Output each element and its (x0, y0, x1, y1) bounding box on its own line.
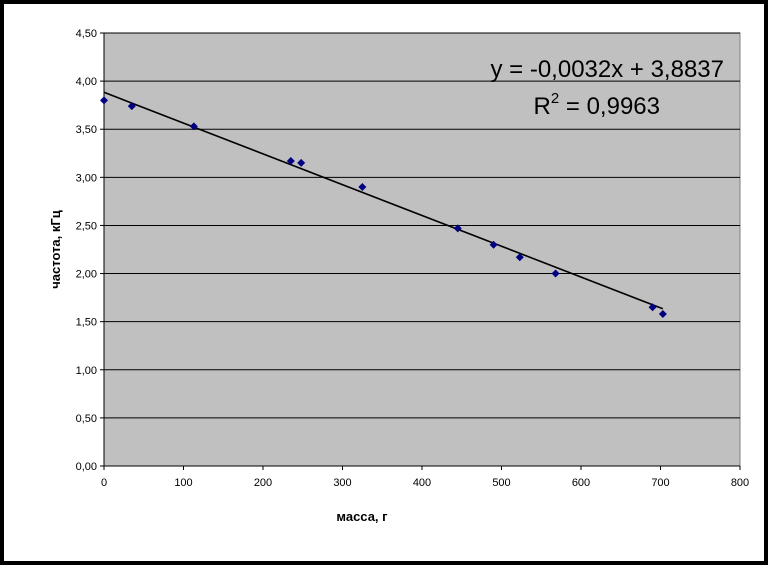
r-squared-base: R (534, 93, 551, 120)
data-point (127, 102, 136, 111)
y-tick-label: 0,00 (76, 461, 97, 473)
y-tick-labels: 0,00 0,50 1,00 1,50 2,00 2,50 3,00 3,50 4,00 4,50 (76, 28, 104, 473)
r-squared-label: R2 = 0,9963 (534, 90, 660, 120)
y-tick-label: 1,00 (76, 365, 97, 377)
gridlines (104, 32, 740, 419)
y-tick-label: 3,00 (76, 172, 97, 184)
y-tick-label: 1,50 (76, 317, 97, 329)
data-point (489, 240, 498, 249)
x-tick-label: 500 (492, 477, 510, 489)
y-tick-label: 3,50 (76, 124, 97, 136)
data-point (551, 269, 560, 278)
x-tick-label: 400 (413, 477, 431, 489)
data-point (515, 253, 524, 262)
data-point (189, 122, 198, 131)
y-tick-label: 4,00 (76, 76, 97, 88)
y-tick-label: 2,00 (76, 269, 97, 281)
r-squared-value: = 0,9963 (559, 93, 660, 120)
data-point (648, 303, 657, 312)
x-tick-label: 300 (333, 477, 351, 489)
x-tick-label: 700 (651, 477, 669, 489)
x-tick-labels: 0 100 200 300 400 500 600 700 800 (101, 466, 749, 489)
plot-area (103, 32, 741, 467)
x-tick-label: 800 (731, 477, 749, 489)
y-axis-title: частота, кГц (48, 210, 63, 289)
trendline-equation: y = -0,0032x + 3,8837 (490, 56, 724, 83)
x-tick-label: 600 (572, 477, 590, 489)
r-squared-superscript: 2 (551, 90, 559, 107)
data-point (286, 156, 295, 165)
trendline (103, 91, 664, 310)
data-point (297, 158, 306, 167)
chart-frame: 0,00 0,50 1,00 1,50 2,00 2,50 3,00 3,50 4,00 4,50… (4, 4, 764, 561)
y-tick-label: 0,50 (76, 413, 97, 425)
x-axis-title: масса, г (336, 509, 388, 524)
scatter-chart: 0,00 0,50 1,00 1,50 2,00 2,50 3,00 3,50 4,00 4,50… (48, 28, 749, 524)
x-tick-label: 100 (174, 477, 192, 489)
data-point (658, 309, 667, 318)
data-point (100, 96, 108, 105)
x-tick-label: 200 (254, 477, 272, 489)
x-tick-label: 0 (101, 477, 107, 489)
data-point (453, 224, 462, 233)
data-points (100, 96, 667, 318)
y-tick-label: 2,50 (76, 220, 97, 232)
y-tick-label: 4,50 (76, 28, 97, 40)
data-point (358, 182, 367, 191)
